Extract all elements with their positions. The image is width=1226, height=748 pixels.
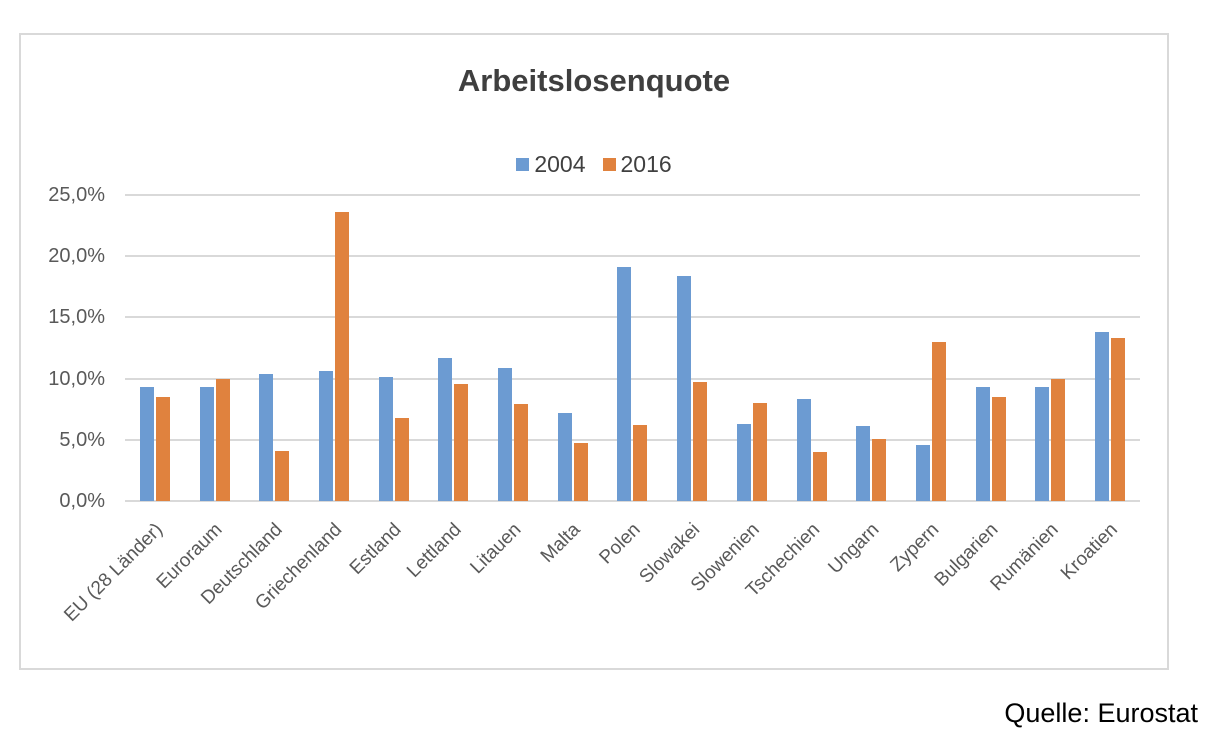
bar-2004-Slowenien [736, 423, 751, 501]
gridline-15 [125, 316, 1140, 319]
bars-container [125, 195, 1140, 501]
bar-2004-Polen [617, 267, 632, 501]
category-group-10 [662, 195, 722, 501]
gridline-10 [125, 377, 1140, 380]
category-group-16 [1021, 195, 1081, 501]
x-tick-label-Kroatien: Kroatien [1057, 519, 1123, 585]
x-tick-label-Zypern: Zypern [886, 519, 944, 576]
bar-2016-Litauen [514, 404, 529, 501]
x-tick-label-Polen: Polen [595, 519, 645, 569]
legend-swatch-2004-icon [516, 158, 530, 171]
gridline-25 [125, 194, 1140, 196]
category-group-8 [543, 195, 603, 501]
category-group-5 [364, 195, 424, 501]
bar-2016-Lettland [454, 383, 469, 501]
bar-2016-Ungarn [872, 438, 887, 501]
bar-2004-Slowakei [677, 275, 692, 501]
x-tick-label-Litauen: Litauen [466, 519, 526, 579]
bar-2016-Zypern [931, 341, 946, 501]
category-group-3 [244, 195, 304, 501]
category-group-2 [185, 195, 245, 501]
legend-entry-2004: 2004 [516, 151, 586, 178]
bar-2004-Bulgarien [975, 387, 990, 501]
bar-2016-Euroraum [215, 378, 230, 501]
bar-2016-Polen [633, 425, 648, 501]
category-group-15 [961, 195, 1021, 501]
y-tick-label-15,0%: 15,0% [48, 306, 105, 329]
bar-2004-Kroatien [1095, 332, 1110, 501]
category-group-9 [603, 195, 663, 501]
gridline-20 [125, 255, 1140, 258]
bar-2016-Slowenien [752, 403, 767, 501]
bar-2004-Tschechien [796, 399, 811, 501]
category-group-7 [483, 195, 543, 501]
bar-2004-Estland [378, 377, 393, 501]
bar-2016-Rumänien [1051, 378, 1066, 501]
category-group-1 [125, 195, 185, 501]
bar-2004-EU (28 Länder) [139, 387, 154, 501]
bar-2016-Slowakei [693, 382, 708, 501]
bar-2004-Deutschland [259, 373, 274, 501]
bar-2004-Litauen [498, 367, 513, 501]
legend-label-2004: 2004 [534, 151, 586, 177]
legend-swatch-2016-icon [602, 158, 616, 171]
category-group-13 [841, 195, 901, 501]
bar-2016-Deutschland [275, 450, 290, 501]
legend-label-2016: 2016 [620, 151, 672, 177]
category-group-6 [424, 195, 484, 501]
bar-2016-Kroatien [1111, 338, 1126, 501]
x-tick-label-Ungarn: Ungarn [824, 519, 884, 579]
bar-2016-Malta [573, 443, 588, 501]
bar-2004-Rumänien [1035, 387, 1050, 501]
gridline-5 [125, 438, 1140, 441]
category-group-12 [782, 195, 842, 501]
bar-2004-Euroraum [199, 387, 214, 501]
bar-2016-Griechenland [334, 212, 349, 501]
x-tick-label-EU (28 Länder): EU (28 Länder) [60, 519, 167, 626]
category-group-11 [722, 195, 782, 501]
bar-2004-Zypern [915, 444, 930, 501]
bar-2016-EU (28 Länder) [155, 396, 170, 501]
category-group-4 [304, 195, 364, 501]
chart-title: Arbeitslosenquote [457, 63, 731, 98]
x-tick-label-Lettland: Lettland [402, 519, 466, 582]
gridline-0 [125, 500, 1140, 502]
bar-2004-Griechenland [318, 371, 333, 501]
y-tick-label-25,0%: 25,0% [48, 184, 105, 206]
category-group-14 [901, 195, 961, 501]
bar-2004-Ungarn [856, 426, 871, 501]
y-tick-label-10,0%: 10,0% [48, 367, 105, 390]
bar-2016-Estland [394, 417, 409, 501]
legend-entry-2016: 2016 [602, 151, 672, 178]
bar-2004-Malta [557, 412, 572, 501]
legend: 2004 2016 [21, 151, 1167, 178]
y-tick-label-5,0%: 5,0% [59, 428, 105, 451]
bar-2004-Lettland [438, 357, 453, 501]
y-tick-label-20,0%: 20,0% [48, 245, 105, 268]
bar-2016-Bulgarien [991, 396, 1006, 501]
bar-2016-Tschechien [812, 452, 827, 501]
y-tick-label-0,0%: 0,0% [59, 490, 105, 512]
chart-frame: Arbeitslosenquote 2004 2016 0,0% 5,0% 10,0… [19, 33, 1169, 670]
source-note: Quelle: Eurostat [1004, 698, 1198, 728]
category-group-17 [1080, 195, 1140, 501]
plot-area [125, 194, 1140, 502]
x-tick-label-Malta: Malta [537, 519, 585, 567]
x-tick-label-Estland: Estland [346, 519, 406, 579]
